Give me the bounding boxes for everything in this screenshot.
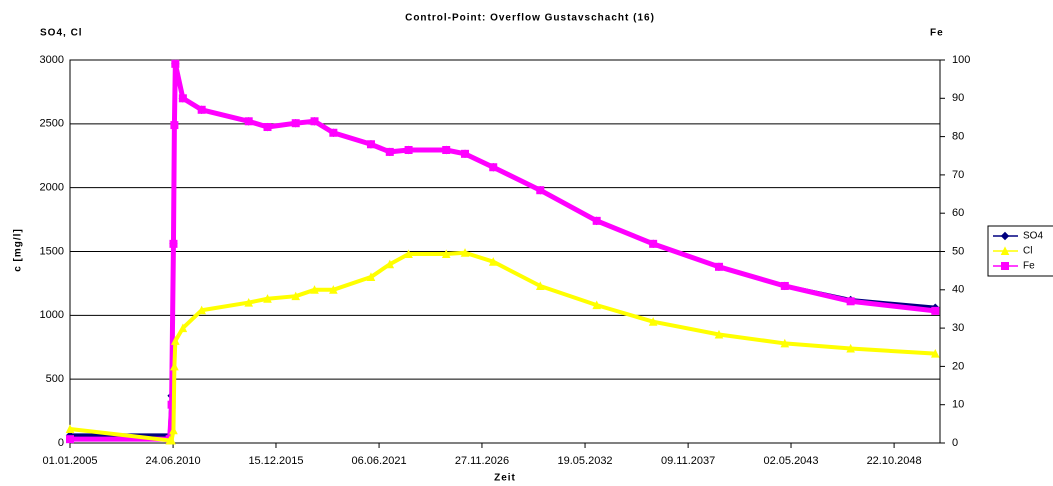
marker bbox=[404, 249, 413, 259]
y2-tick-label: 60 bbox=[952, 207, 964, 219]
legend-label: Cl bbox=[1023, 246, 1032, 257]
legend-marker bbox=[1001, 262, 1009, 270]
y2-axis-title: Fe bbox=[930, 28, 944, 39]
legend-label: SO4 bbox=[1023, 231, 1043, 242]
x-tick-label: 27.11.2026 bbox=[455, 455, 509, 467]
marker bbox=[263, 123, 272, 132]
marker bbox=[404, 146, 413, 155]
marker bbox=[366, 272, 376, 282]
y2-tick-label: 80 bbox=[952, 131, 964, 143]
marker bbox=[178, 94, 187, 103]
x-tick-label: 24.06.2010 bbox=[146, 455, 201, 467]
marker bbox=[385, 259, 395, 269]
series-line bbox=[70, 61, 936, 442]
y2-tick-label: 50 bbox=[952, 245, 964, 257]
y-tick-label: 0 bbox=[58, 437, 64, 449]
marker bbox=[649, 239, 658, 248]
marker bbox=[592, 216, 601, 225]
marker bbox=[178, 323, 188, 333]
marker bbox=[291, 291, 301, 301]
x-tick-label: 06.06.2021 bbox=[352, 455, 407, 467]
marker bbox=[366, 140, 375, 149]
marker bbox=[648, 317, 658, 326]
marker bbox=[846, 297, 855, 306]
marker bbox=[291, 119, 300, 128]
marker bbox=[780, 281, 789, 290]
marker bbox=[780, 338, 790, 348]
y2-tick-label: 90 bbox=[952, 92, 964, 104]
x-tick-label: 09.11.2037 bbox=[661, 455, 715, 467]
y-tick-label: 1500 bbox=[40, 245, 64, 257]
y-tick-label: 2000 bbox=[40, 182, 64, 194]
marker bbox=[171, 336, 180, 345]
marker bbox=[460, 248, 470, 257]
y-axis-label: c [mg/l] bbox=[13, 228, 24, 272]
y2-tick-label: 40 bbox=[952, 284, 964, 296]
marker bbox=[329, 285, 338, 294]
marker bbox=[170, 121, 179, 130]
marker bbox=[714, 262, 723, 271]
marker bbox=[592, 300, 602, 310]
y-tick-label: 2500 bbox=[40, 118, 64, 130]
marker bbox=[461, 149, 470, 158]
x-tick-label: 22.10.2048 bbox=[867, 455, 922, 467]
x-tick-label: 01.01.2005 bbox=[42, 455, 97, 467]
marker bbox=[244, 117, 253, 126]
marker bbox=[930, 349, 940, 358]
marker bbox=[167, 435, 176, 445]
legend-marker bbox=[1000, 231, 1010, 241]
y-tick-label: 1000 bbox=[40, 309, 64, 321]
y-tick-label: 500 bbox=[46, 373, 64, 385]
marker bbox=[385, 147, 394, 156]
y2-tick-label: 70 bbox=[952, 169, 964, 181]
chart-title: Control-Point: Overflow Gustavschacht (1… bbox=[405, 13, 655, 24]
marker bbox=[169, 425, 178, 435]
y2-tick-label: 0 bbox=[952, 437, 958, 449]
marker bbox=[169, 239, 178, 248]
legend-box bbox=[987, 225, 1053, 277]
marker bbox=[329, 128, 338, 137]
y-tick-label: 3000 bbox=[40, 54, 64, 66]
marker bbox=[714, 329, 724, 339]
marker bbox=[442, 146, 451, 155]
marker bbox=[846, 343, 855, 353]
marker bbox=[197, 305, 206, 315]
y2-tick-label: 20 bbox=[952, 360, 964, 372]
marker bbox=[310, 285, 319, 294]
y2-tick-label: 100 bbox=[952, 54, 970, 66]
marker bbox=[171, 59, 180, 68]
marker bbox=[536, 186, 545, 195]
plot-frame bbox=[69, 59, 941, 444]
marker bbox=[489, 163, 498, 172]
marker bbox=[488, 257, 498, 266]
marker bbox=[170, 361, 179, 371]
y2-tick-label: 10 bbox=[952, 399, 964, 411]
legend-marker bbox=[1000, 246, 1010, 255]
marker bbox=[244, 297, 254, 307]
marker bbox=[263, 294, 272, 303]
marker bbox=[310, 117, 319, 126]
x-tick-label: 19.05.2032 bbox=[558, 455, 613, 467]
y-axis-title: SO4, Cl bbox=[40, 28, 83, 39]
x-tick-label: 02.05.2043 bbox=[763, 455, 818, 467]
marker bbox=[66, 435, 74, 444]
legend-label: Fe bbox=[1023, 261, 1035, 272]
x-axis-label: Zeit bbox=[494, 473, 516, 484]
marker bbox=[441, 249, 451, 259]
marker bbox=[931, 306, 940, 315]
marker bbox=[65, 424, 75, 433]
x-tick-label: 15.12.2015 bbox=[248, 455, 303, 467]
marker bbox=[197, 105, 206, 114]
marker bbox=[535, 281, 545, 290]
y2-tick-label: 30 bbox=[952, 322, 964, 334]
series-line bbox=[69, 250, 936, 443]
